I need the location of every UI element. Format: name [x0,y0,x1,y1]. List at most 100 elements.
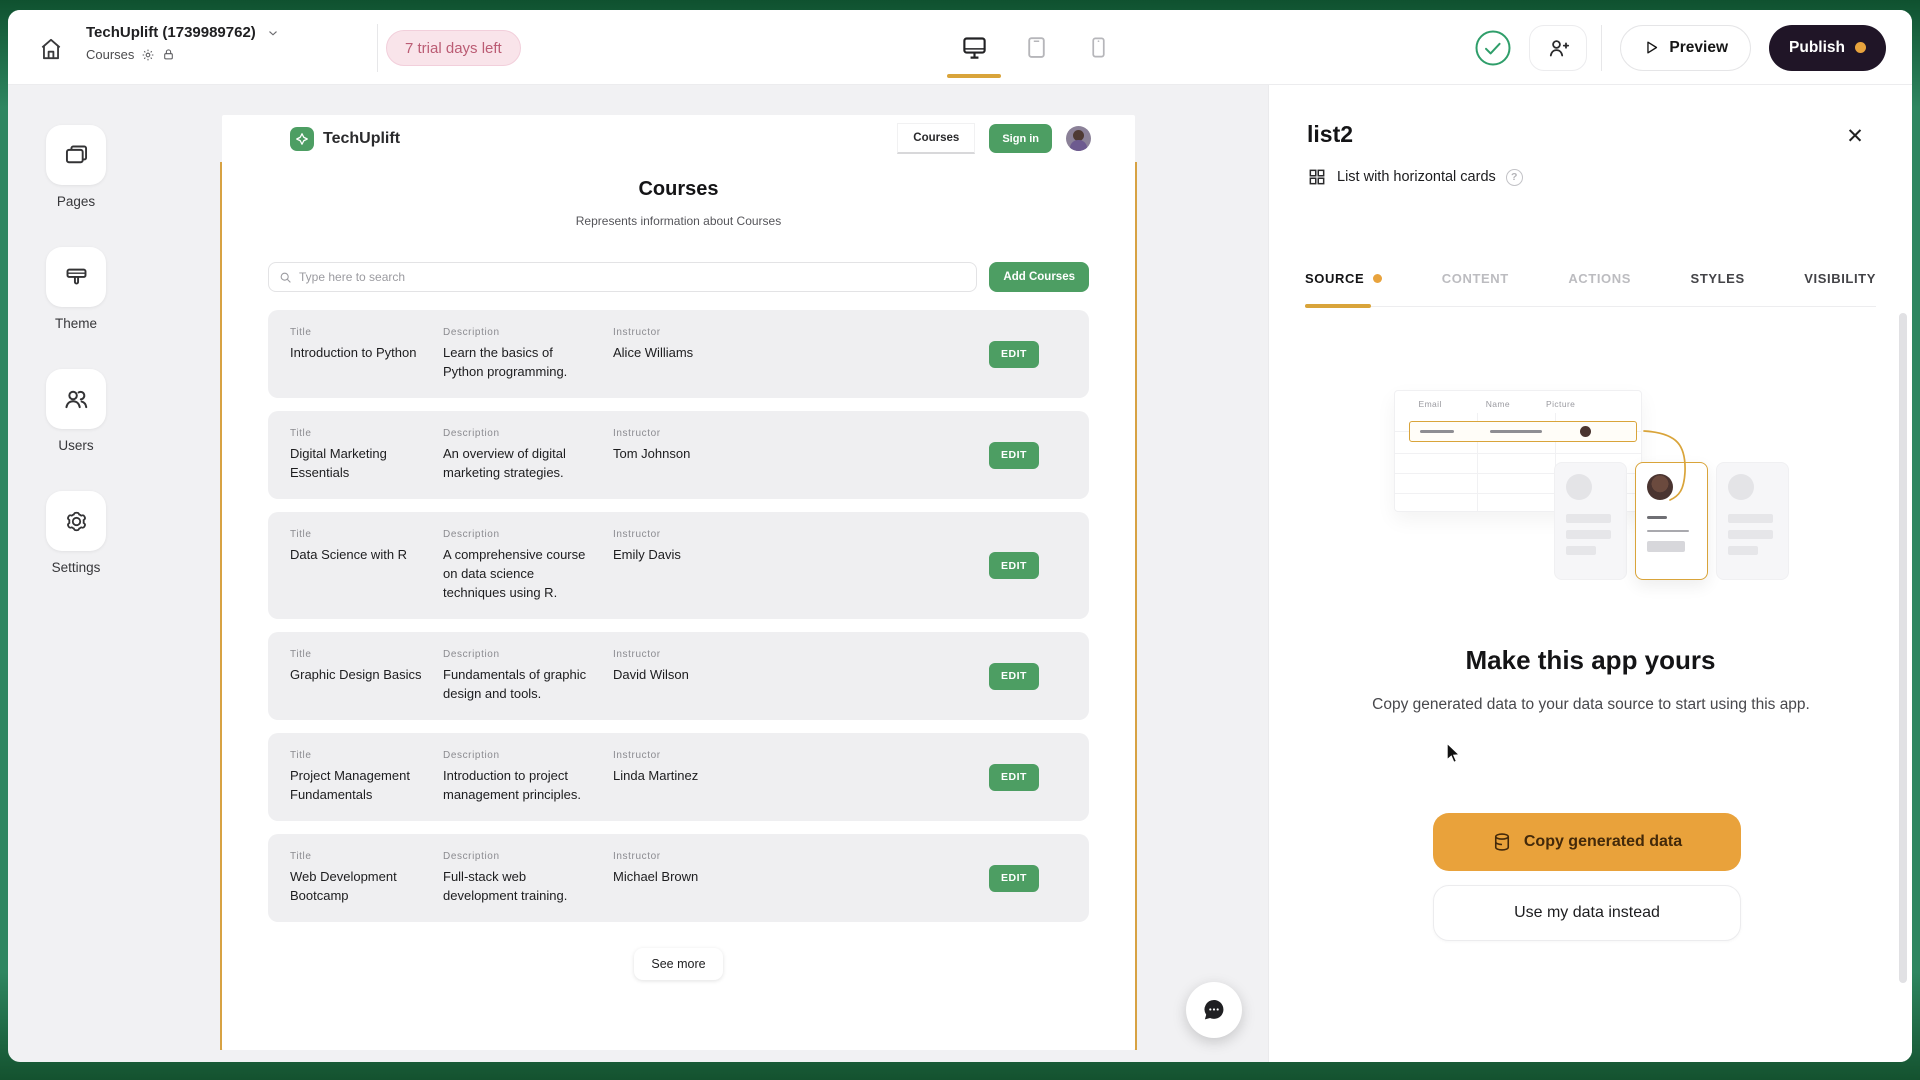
data-mapping-illustration: Email Name Picture [1386,380,1796,585]
tab-content[interactable]: CONTENT [1441,271,1509,286]
home-button[interactable] [34,32,68,66]
app-title[interactable]: TechUplift (1739989762) [86,24,256,41]
close-icon[interactable]: ✕ [1846,124,1864,148]
course-card[interactable]: Title Digital Marketing Essentials Descr… [268,411,1089,499]
sidebar-item-pages[interactable]: Pages [26,125,126,209]
title-field: Title Introduction to Python [290,327,443,362]
course-description: Learn the basics of Python programming. [443,345,568,379]
play-icon [1643,39,1660,56]
field-label: Instructor [613,428,661,439]
course-card[interactable]: Title Graphic Design Basics Description … [268,632,1089,720]
field-label: Description [443,327,500,338]
edit-button[interactable]: EDIT [989,340,1039,368]
tab-label: SOURCE [1305,271,1365,286]
description-field: Description Fundamentals of graphic desi… [443,649,613,703]
course-card[interactable]: Title Data Science with R Description A … [268,512,1089,619]
field-label: Instructor [613,750,661,761]
illustration-cards [1553,462,1789,580]
device-desktop-button[interactable] [946,24,1002,78]
gear-icon[interactable] [141,48,155,62]
panel-scrollbar[interactable] [1899,313,1907,983]
device-phone-button[interactable] [1070,24,1126,70]
search-box[interactable] [268,262,978,292]
course-description: Introduction to project management princ… [443,768,582,802]
course-instructor: David Wilson [613,667,689,682]
illus-col-name: Name [1485,399,1511,409]
device-switcher [946,24,1126,78]
course-title: Web Development Bootcamp [290,869,397,903]
field-label: Description [443,649,500,660]
illustration-highlighted-row [1408,421,1637,442]
tablet-icon [1024,35,1049,60]
add-courses-button[interactable]: Add Courses [989,262,1089,292]
avatar[interactable] [1066,126,1091,151]
edit-button[interactable]: EDIT [989,441,1039,469]
sidebar-item-settings[interactable]: Settings [26,491,126,575]
illus-col-email: Email [1418,399,1442,409]
edit-button[interactable]: EDIT [989,662,1039,690]
help-icon[interactable]: ? [1505,168,1523,186]
course-title: Graphic Design Basics [290,667,422,682]
publish-button[interactable]: Publish [1769,24,1886,71]
settings-icon [63,508,90,535]
use-my-data-button[interactable]: Use my data instead [1433,885,1741,941]
breadcrumb[interactable]: Courses [86,47,135,62]
course-instructor: Emily Davis [613,547,681,562]
course-card[interactable]: Title Project Management Fundamentals De… [268,733,1089,821]
theme-icon [63,264,90,291]
search-input[interactable] [299,270,967,284]
field-label: Title [290,851,312,862]
component-type-label: List with horizontal cards [1337,169,1496,185]
field-label: Instructor [613,649,661,660]
instructor-field: Instructor Linda Martinez [613,750,989,785]
copy-generated-data-label: Copy generated data [1523,833,1683,850]
edit-button[interactable]: EDIT [989,763,1039,791]
edit-button[interactable]: EDIT [989,552,1039,579]
panel-headline: Make this app yours [1465,645,1716,675]
phone-icon [1087,36,1110,59]
edit-button[interactable]: EDIT [989,864,1039,892]
chevron-down-icon[interactable] [266,26,280,40]
tab-visibility[interactable]: VISIBILITY [1804,271,1876,286]
page-title: Courses [638,178,719,200]
tab-actions[interactable]: ACTIONS [1568,271,1632,286]
page-subtitle: Represents information about Courses [575,214,782,228]
field-label: Instructor [613,851,661,862]
tab-styles[interactable]: STYLES [1690,271,1745,286]
tab-source[interactable]: SOURCE [1305,251,1383,308]
title-field: Title Graphic Design Basics [290,649,443,684]
chat-bubble-icon [1201,997,1227,1023]
course-description: Fundamentals of graphic design and tools… [443,667,587,701]
instructor-field: Instructor Tom Johnson [613,428,989,463]
instructor-field: Instructor David Wilson [613,649,989,684]
course-instructor: Tom Johnson [613,446,691,461]
instructor-field: Instructor Michael Brown [613,851,989,886]
device-tablet-button[interactable] [1008,24,1064,70]
field-label: Title [290,529,312,540]
copy-generated-data-button[interactable]: Copy generated data [1433,813,1741,871]
preview-button[interactable]: Preview [1620,24,1752,71]
course-card[interactable]: Title Web Development Bootcamp Descripti… [268,834,1089,922]
saved-check-icon [1473,28,1513,68]
course-list: Title Introduction to Python Description… [268,310,1089,922]
course-card[interactable]: Title Introduction to Python Description… [268,310,1089,398]
sidebar-item-users[interactable]: Users [26,369,126,453]
left-sidebar: Pages Theme Users [26,85,126,575]
sign-in-button[interactable]: Sign in [989,124,1052,153]
field-label: Title [290,327,312,338]
topbar-right-divider [1601,24,1603,71]
sidebar-label: Settings [51,560,101,575]
description-field: Description An overview of digital marke… [443,428,613,482]
see-more-button[interactable]: See more [634,948,723,980]
course-title: Data Science with R [290,547,408,562]
workspace: Pages Theme Users [8,85,1912,1062]
search-icon [279,271,292,284]
invite-user-button[interactable] [1529,24,1588,71]
support-chat-button[interactable] [1186,982,1242,1038]
app-preview-canvas[interactable]: TechUplift Courses Sign in Courses Repre… [222,115,1135,1050]
home-icon [38,36,64,62]
course-instructor: Alice Williams [613,345,694,360]
sidebar-item-theme[interactable]: Theme [26,247,126,331]
preview-nav-courses[interactable]: Courses [897,123,976,154]
sidebar-label: Users [58,438,94,453]
